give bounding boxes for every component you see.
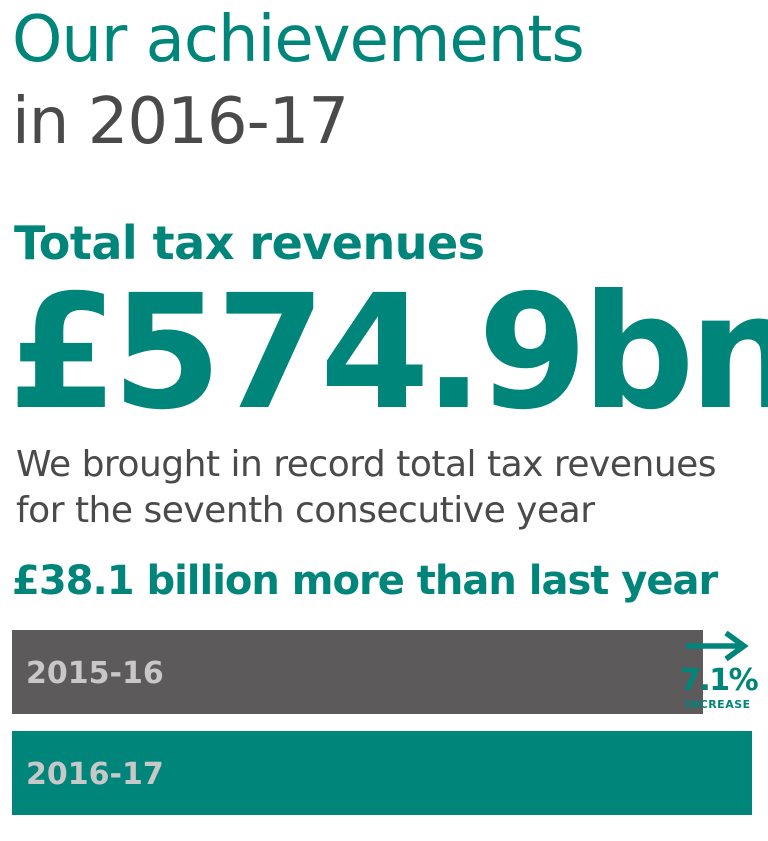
metric-description: We brought in record total tax revenues … bbox=[16, 444, 717, 531]
metric-label: Total tax revenues bbox=[14, 216, 485, 270]
page-title-line-2: in 2016-17 bbox=[12, 85, 349, 159]
bar-2015-16 bbox=[12, 630, 703, 714]
bar-label-2016-17: 2016-17 bbox=[26, 757, 164, 792]
bar-2016-17 bbox=[12, 731, 752, 815]
metric-value: £574.9bn bbox=[8, 261, 768, 445]
metric-difference: £38.1 billion more than last year bbox=[12, 558, 718, 604]
increase-label: INCREASE bbox=[685, 698, 751, 711]
right-arrow-icon bbox=[686, 630, 749, 662]
revenue-bar-chart: 2015-16 2016-17 bbox=[12, 630, 752, 815]
bar-label-2015-16: 2015-16 bbox=[26, 656, 164, 691]
increase-indicator: 7.1% INCREASE bbox=[680, 628, 759, 712]
increase-value: 7.1% bbox=[680, 663, 759, 698]
page-title-line-1: Our achievements bbox=[12, 3, 585, 77]
